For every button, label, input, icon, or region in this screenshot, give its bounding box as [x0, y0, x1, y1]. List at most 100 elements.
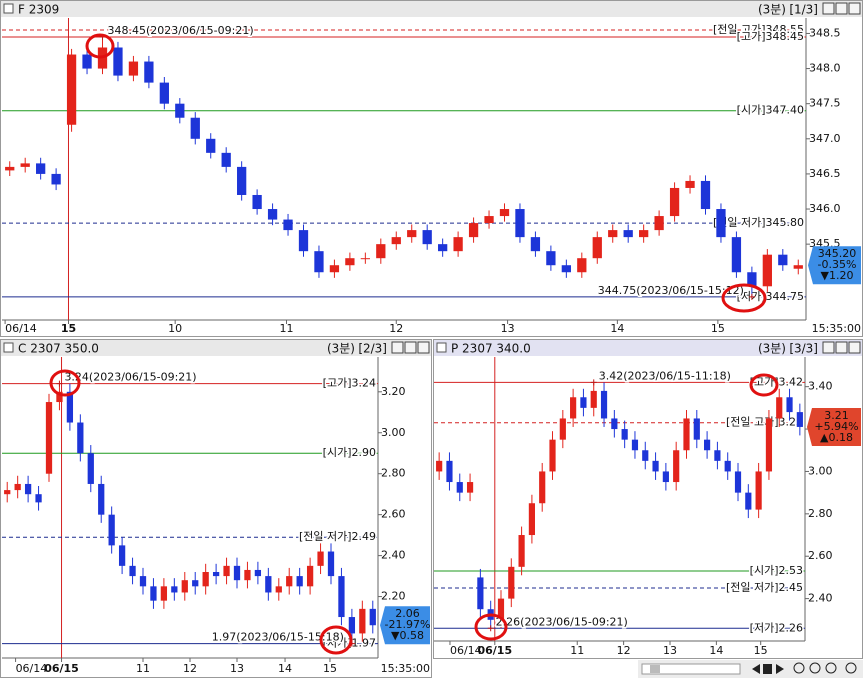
- header-icon: [436, 342, 447, 353]
- candle-body: [223, 565, 230, 577]
- quote-price: 2.06: [395, 607, 420, 620]
- x-tick-label: 15: [323, 662, 337, 675]
- candle-body: [796, 412, 803, 427]
- quote-box: [807, 407, 861, 446]
- candle-body: [175, 103, 185, 118]
- circle: [474, 613, 508, 641]
- candle-body: [348, 617, 356, 634]
- window-button[interactable]: [835, 2, 848, 15]
- window-button[interactable]: [391, 341, 404, 354]
- y-tick-label: 348.5: [809, 26, 841, 39]
- zoom-out[interactable]: [809, 662, 821, 674]
- zoom-in[interactable]: [793, 662, 805, 674]
- prev-button[interactable]: [752, 664, 760, 674]
- x-tick-label: 14: [278, 662, 292, 675]
- candle-body: [559, 418, 566, 440]
- reference-value: 344.75: [766, 290, 805, 303]
- window-button[interactable]: [822, 341, 835, 354]
- reference-label: [전일 저가]2.45: [726, 580, 803, 594]
- candle-body: [159, 82, 169, 104]
- quote-box: [808, 246, 861, 285]
- candle-body: [150, 586, 157, 601]
- window-button[interactable]: [835, 341, 848, 354]
- reference-label: [전일 고가]348.55: [713, 22, 804, 36]
- candle-body: [283, 219, 293, 231]
- candle-body: [233, 565, 241, 581]
- candle-body: [144, 61, 154, 83]
- scroll-track[interactable]: [641, 663, 741, 675]
- y-tick-label: 3.00: [381, 426, 406, 439]
- candle-body: [466, 482, 474, 493]
- next-button[interactable]: [776, 664, 784, 674]
- candle-body: [5, 166, 15, 171]
- x-tick-label: 14: [610, 322, 624, 335]
- y-tick-label: 346.5: [809, 167, 841, 180]
- reference-label: [전일 저가]2.49: [299, 529, 376, 543]
- annotation: 3.24(2023/06/15-09:21): [64, 371, 196, 384]
- reference-value: 2.53: [779, 564, 804, 577]
- quote-change-pct: +5.94%: [814, 420, 858, 433]
- stop-button[interactable]: [763, 664, 772, 674]
- scroll-thumb[interactable]: [650, 665, 660, 673]
- candle-body: [190, 117, 200, 139]
- candle-body: [654, 216, 664, 231]
- time-label: 15:35:00: [812, 322, 861, 335]
- y-tick-label: 2.40: [381, 549, 406, 562]
- window-button[interactable]: [404, 341, 417, 354]
- window-button[interactable]: [848, 341, 861, 354]
- circle: [749, 373, 779, 397]
- reference-name: [시가]: [737, 104, 766, 117]
- candle-body: [286, 576, 293, 587]
- candle-body: [549, 439, 556, 472]
- circle: [85, 33, 115, 59]
- reference-label: [고가]3.24: [323, 377, 376, 390]
- page-indicator: [1/3]: [789, 3, 818, 17]
- panel-title: P 2307 340.0: [451, 342, 531, 356]
- reference-name: [고가]: [737, 30, 766, 43]
- candle-body: [484, 216, 494, 224]
- reference-value: 2.90: [352, 446, 377, 459]
- reference-name: [고가]: [323, 377, 352, 390]
- candle-body: [669, 187, 680, 217]
- header-icon: [3, 3, 14, 14]
- candle-body: [244, 569, 251, 581]
- reference-label: [전일 저가]345.80: [713, 215, 804, 229]
- candle-body: [608, 230, 618, 238]
- candle-body: [577, 258, 587, 273]
- candle-body: [518, 535, 525, 567]
- candle-body: [716, 209, 726, 238]
- window-button[interactable]: [822, 2, 835, 15]
- candle-body: [45, 402, 53, 474]
- window-button[interactable]: [848, 2, 861, 15]
- candle-body: [14, 483, 21, 491]
- candle-body: [298, 230, 309, 252]
- y-tick-label: 2.60: [808, 549, 833, 562]
- candle-body: [793, 265, 803, 269]
- candle-body: [570, 397, 577, 419]
- panel-header: [434, 340, 862, 356]
- candle-body: [317, 551, 324, 566]
- window-button[interactable]: [417, 341, 430, 354]
- candle-body: [623, 230, 633, 238]
- y-tick-label: 2.80: [381, 467, 406, 480]
- zoom-fit[interactable]: [845, 662, 857, 674]
- candle-body: [192, 580, 199, 587]
- candle-body: [778, 254, 788, 266]
- reference-value: 3.42: [779, 375, 804, 388]
- highlight-circles: [49, 33, 779, 655]
- reference-name: [전일 저가]: [726, 580, 779, 594]
- zoom-reset[interactable]: [825, 662, 837, 674]
- x-tick-label: 12: [183, 662, 197, 675]
- candle-body: [621, 429, 628, 440]
- annotation: 3.42(2023/06/15-11:18): [599, 369, 731, 382]
- quote-change: ▼1.20: [821, 269, 854, 282]
- candle-body: [35, 494, 42, 503]
- candle-body: [724, 460, 731, 472]
- quote-price: 3.21: [824, 409, 849, 422]
- candle-body: [700, 180, 711, 210]
- candle-body: [118, 545, 126, 566]
- candle-body: [477, 577, 484, 610]
- x-tick-label: 12: [617, 644, 631, 657]
- reference-label: [전일 고가]3.23: [726, 415, 803, 429]
